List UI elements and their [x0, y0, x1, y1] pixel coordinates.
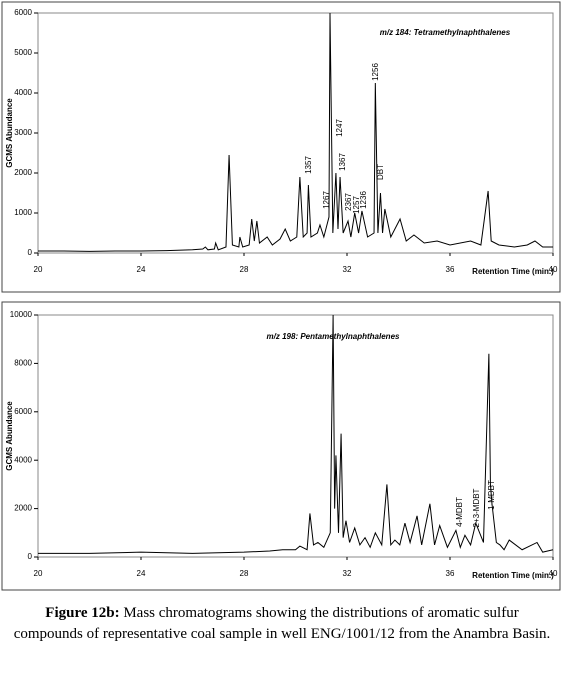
y-tick-label: 6000	[14, 407, 32, 416]
y-tick-label: 4000	[14, 455, 32, 464]
y-axis-label: GCMS Abundance	[5, 401, 14, 471]
y-tick-label: 4000	[14, 88, 32, 97]
y-tick-label: 2000	[14, 168, 32, 177]
peak-label: 1247	[335, 119, 344, 137]
caption-label: Figure 12b:	[45, 605, 120, 621]
peak-label: 2367	[344, 193, 353, 211]
x-tick-label: 20	[34, 569, 43, 578]
x-tick-label: 36	[446, 569, 455, 578]
peak-label: 1367	[338, 153, 347, 171]
x-tick-label: 32	[343, 569, 352, 578]
peak-label: 1-MDBT	[487, 480, 496, 510]
caption: Figure 12b: Mass chromatograms showing t…	[12, 603, 552, 645]
x-tick-label: 20	[34, 265, 43, 274]
peak-label: 1357	[304, 156, 313, 174]
chart-frame	[1, 301, 561, 591]
x-tick-label: 28	[240, 265, 249, 274]
x-tick-label: 32	[343, 265, 352, 274]
chromatogram-line	[38, 314, 554, 554]
y-tick-label: 5000	[14, 48, 32, 57]
y-tick-label: 1000	[14, 208, 32, 217]
y-tick-label: 2000	[14, 504, 32, 513]
peak-label: 2+3-MDBT	[472, 488, 481, 527]
y-tick-label: 8000	[14, 359, 32, 368]
y-axis-label: GCMS Abundance	[5, 98, 14, 168]
caption-text: Mass chromatograms showing the distribut…	[13, 605, 551, 642]
peak-label: 1267	[322, 191, 331, 209]
y-tick-label: 10000	[10, 310, 33, 319]
x-axis-label: Retention Time (min.)	[472, 267, 554, 276]
y-tick-label: 6000	[14, 8, 32, 17]
x-axis-label: Retention Time (min.)	[472, 571, 554, 580]
x-tick-label: 24	[137, 569, 146, 578]
chart-frame	[1, 1, 561, 293]
figure: 0 1000 2000 3000 4000 5000 6000 20 24 28 32 36 40 GCM…	[1, 1, 561, 591]
peak-label: 1257	[352, 196, 361, 214]
peak-label: 1256	[371, 63, 380, 81]
x-tick-label: 36	[446, 265, 455, 274]
plot-area	[37, 314, 554, 558]
y-tick-label: 3000	[14, 128, 32, 137]
chart-title: m/z 184: Tetramethylnaphthalenes	[380, 28, 511, 37]
chromatogram-line	[38, 12, 553, 252]
peak-label: DBT	[376, 164, 385, 180]
y-tick-label: 0	[28, 248, 33, 257]
x-tick-label: 28	[240, 569, 249, 578]
x-tick-label: 24	[137, 265, 146, 274]
plot-area	[37, 12, 554, 254]
x-tick-label: 40	[549, 265, 558, 274]
x-tick-label: 40	[549, 569, 558, 578]
y-tick-label: 0	[28, 552, 33, 561]
peak-label: 4-MDBT	[455, 497, 464, 527]
peak-label: 1236	[359, 191, 368, 209]
